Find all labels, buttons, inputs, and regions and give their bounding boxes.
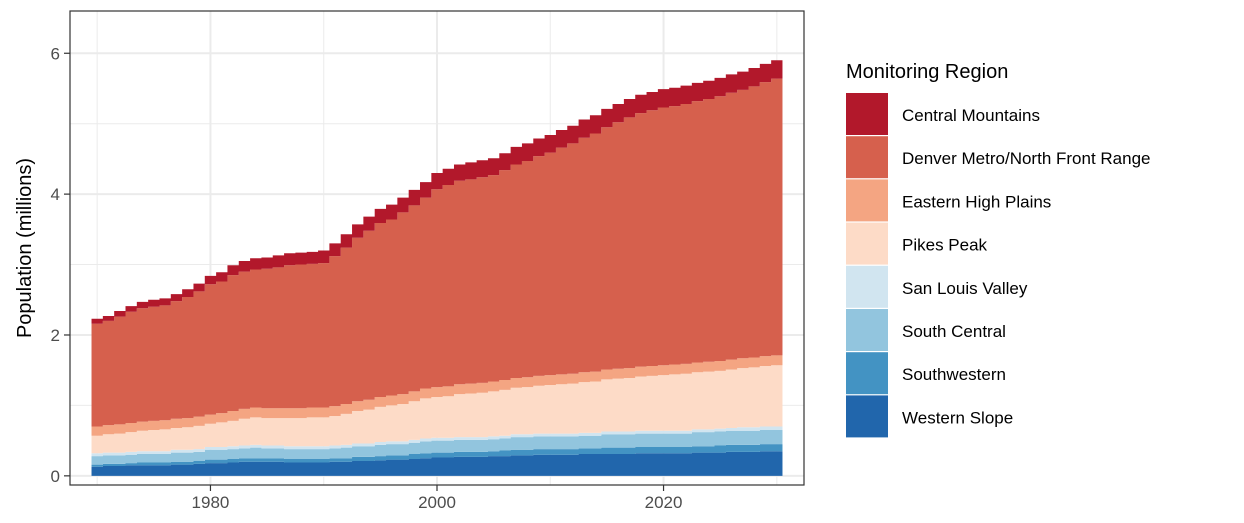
legend-swatch [846,395,888,438]
y-axis-label: Population (millions) [14,158,36,338]
series-area-eastern-high-plains [91,355,783,436]
series-area-pikes-peak [91,365,783,454]
legend: Monitoring Region Central Mountains Denve… [846,61,1151,438]
x-tick-label: 2000 [418,493,456,512]
y-tick-label: 2 [51,326,60,345]
y-tick-label: 0 [51,467,60,486]
series-area-san-louis-valley [91,426,783,457]
y-tick-label: 6 [51,44,60,63]
legend-label: Eastern High Plains [902,192,1051,211]
x-tick-label: 1980 [192,493,230,512]
legend-label: San Louis Valley [902,279,1028,298]
legend-item: Eastern High Plains [846,179,1051,222]
legend-title: Monitoring Region [846,61,1008,83]
legend-label: Denver Metro/North Front Range [902,149,1151,168]
legend-swatch [846,352,888,395]
plot-area [91,60,783,476]
legend-swatch [846,136,888,179]
legend-item: Southwestern [846,352,1006,395]
legend-item: Western Slope [846,395,1013,438]
legend-swatch [846,179,888,222]
series-area-south-central [91,430,783,465]
legend-item: Central Mountains [846,93,1040,135]
legend-swatch [846,309,888,351]
series-area-western-slope [91,451,783,476]
legend-swatch [846,265,888,308]
legend-label: Western Slope [902,408,1013,427]
series-area-denver-metro-north-front-range [91,78,783,427]
legend-swatch [846,93,888,135]
series-area-central-mountains [91,60,783,324]
legend-item: San Louis Valley [846,265,1028,308]
x-tick-label: 2020 [645,493,683,512]
legend-label: South Central [902,322,1006,341]
y-tick-label: 4 [51,185,60,204]
legend-label: Pikes Peak [902,236,988,255]
legend-item: Denver Metro/North Front Range [846,136,1151,179]
legend-label: Southwestern [902,365,1006,384]
legend-swatch [846,222,888,265]
legend-label: Central Mountains [902,106,1040,125]
axes: 0 2 4 6 1980 2000 2020 [51,44,683,512]
series-area-southwestern [91,444,783,467]
legend-item: South Central [846,309,1006,351]
legend-item: Pikes Peak [846,222,988,265]
